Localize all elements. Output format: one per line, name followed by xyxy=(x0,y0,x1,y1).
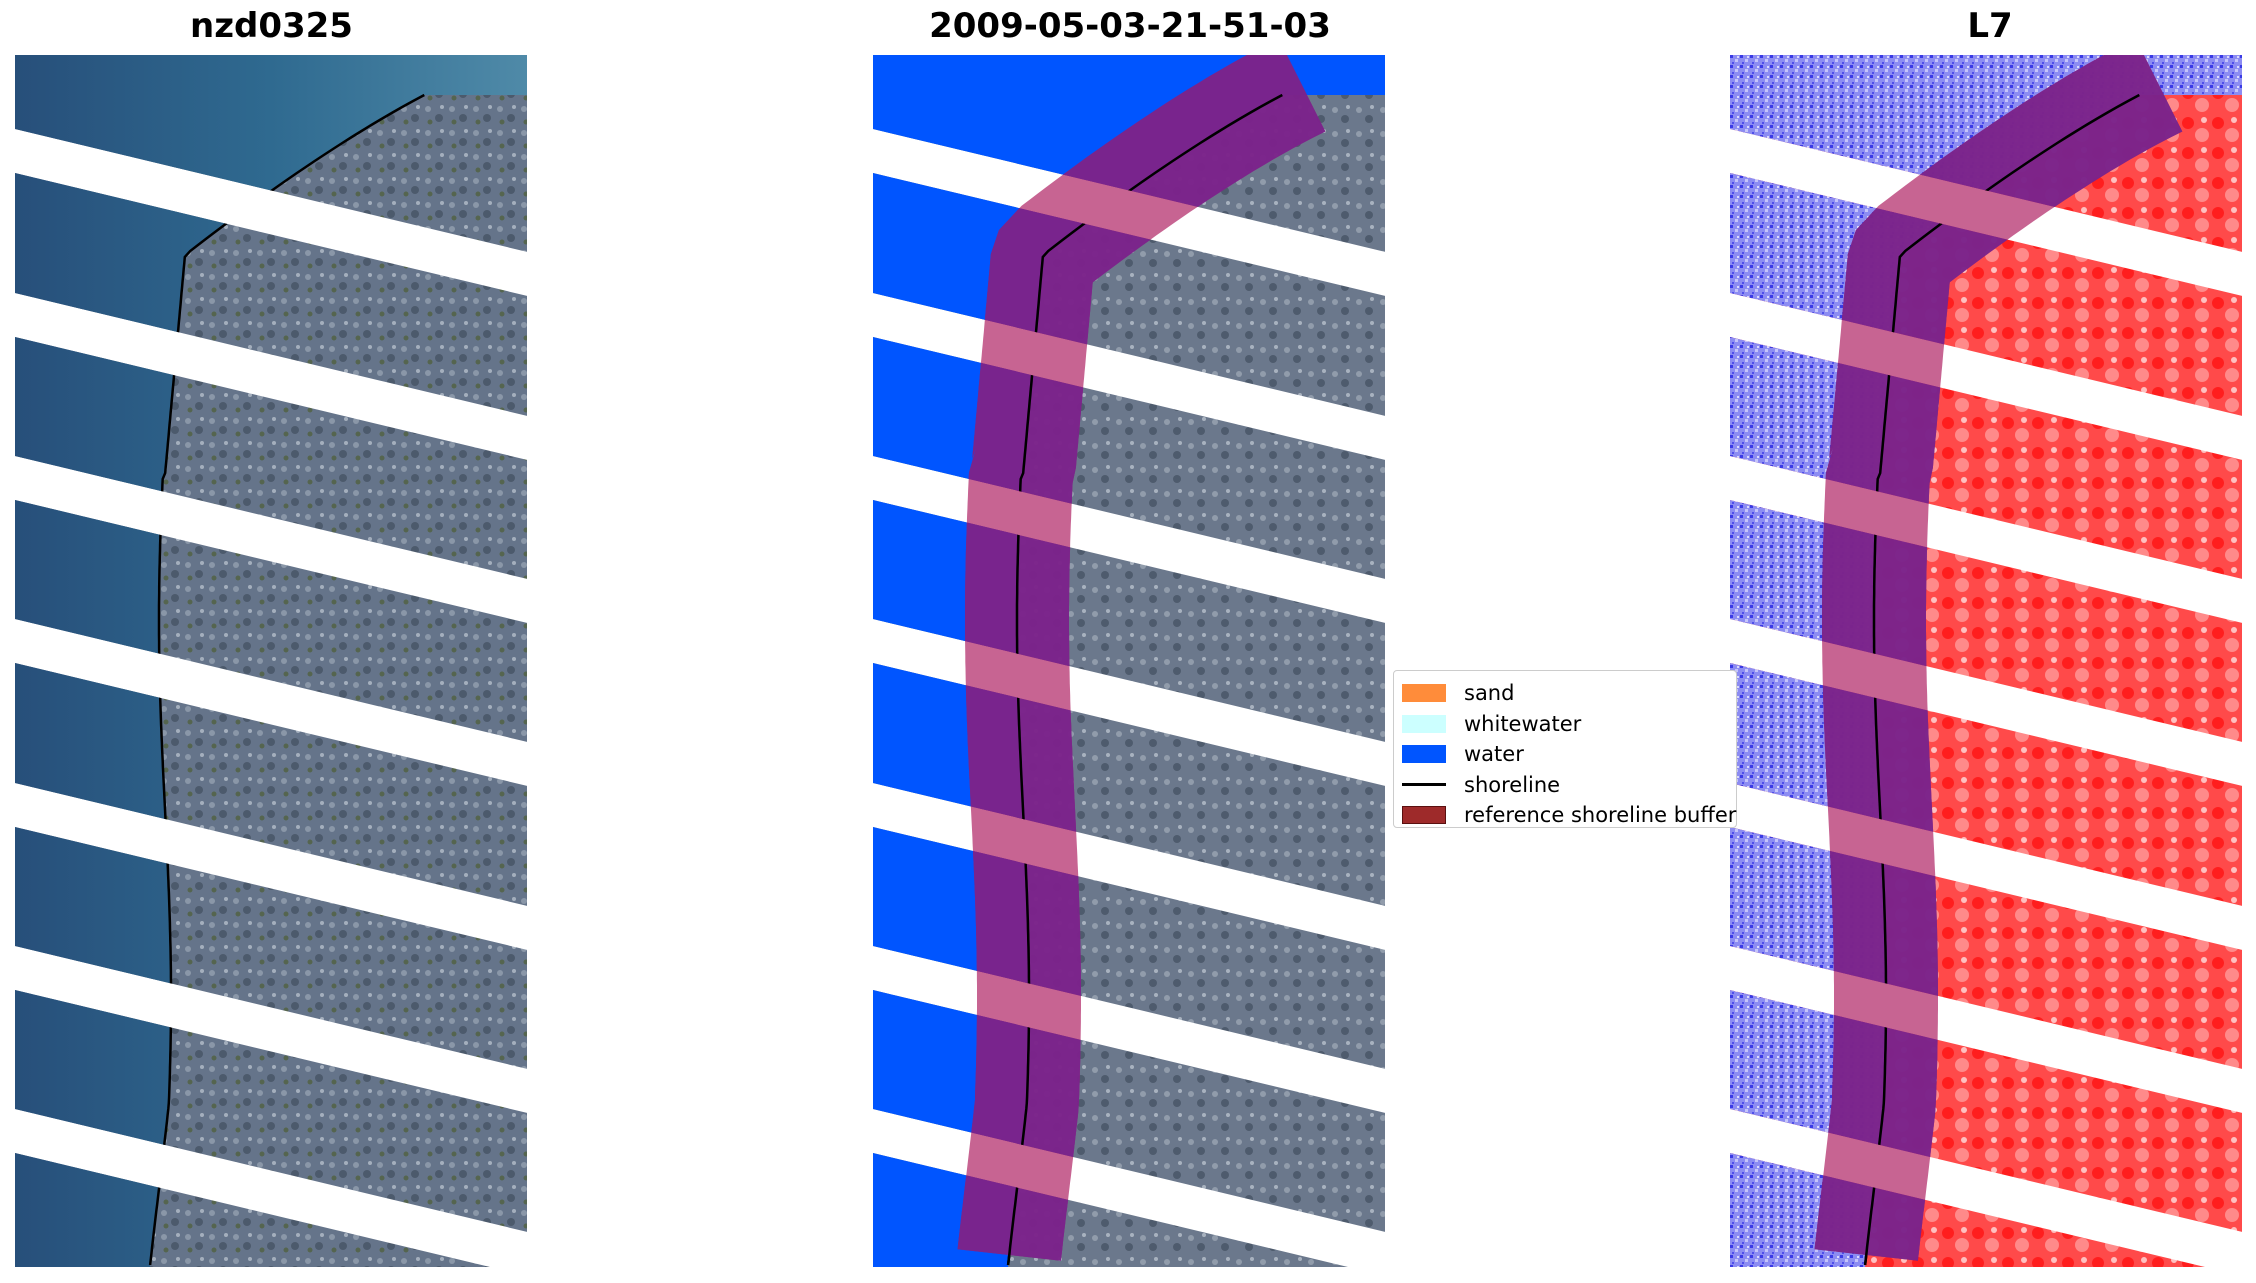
legend-label: shoreline xyxy=(1464,772,1561,797)
legend-item-water: water xyxy=(1402,739,1736,770)
legend-label: sand xyxy=(1464,681,1515,706)
index-image-panel xyxy=(1730,55,2242,1267)
classified-image-panel xyxy=(873,55,1385,1267)
legend-item-sand: sand xyxy=(1402,678,1736,709)
panel-title-middle: 2009-05-03-21-51-03 xyxy=(929,6,1331,46)
sand-swatch xyxy=(1402,684,1446,703)
legend-label: reference shoreline buffer xyxy=(1464,803,1737,828)
legend-item-shoreline: shoreline xyxy=(1402,770,1736,801)
shoreline-line-swatch xyxy=(1402,783,1446,787)
index-image xyxy=(1730,55,2242,1267)
classified-image xyxy=(873,55,1385,1267)
rgb-image-panel xyxy=(15,55,527,1267)
whitewater-swatch xyxy=(1402,714,1446,733)
legend-label: whitewater xyxy=(1464,711,1582,736)
legend: sand whitewater water shoreline referenc… xyxy=(1393,670,1737,828)
legend-item-buffer: reference shoreline buffer xyxy=(1402,800,1736,831)
legend-label: water xyxy=(1464,742,1524,767)
panel-title-right: L7 xyxy=(1967,6,2013,46)
legend-item-whitewater: whitewater xyxy=(1402,709,1736,740)
buffer-swatch xyxy=(1402,806,1446,825)
rgb-image xyxy=(15,55,527,1267)
panel-title-left: nzd0325 xyxy=(190,6,353,46)
water-swatch xyxy=(1402,745,1446,764)
